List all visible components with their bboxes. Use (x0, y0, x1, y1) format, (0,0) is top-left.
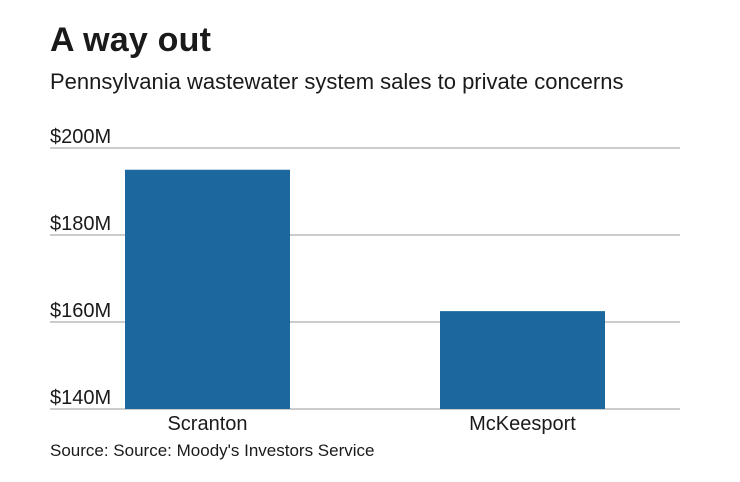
x-category-label: Scranton (167, 413, 247, 435)
bar-scranton (125, 169, 290, 409)
source-note: Source: Source: Moody's Investors Servic… (50, 441, 375, 460)
y-tick-label: $180M (50, 213, 111, 235)
chart-subtitle: Pennsylvania wastewater system sales to … (50, 69, 624, 94)
y-tick-label: $140M (50, 387, 111, 409)
chart-title: A way out (50, 21, 212, 59)
x-category-label: McKeesport (469, 413, 576, 435)
bar-mckeesport (440, 311, 605, 409)
y-tick-label: $160M (50, 300, 111, 322)
bars (125, 169, 605, 409)
tick-labels: $140M $160M $180M $200M Scranton McKeesport (50, 126, 576, 435)
y-tick-label: $200M (50, 126, 111, 148)
